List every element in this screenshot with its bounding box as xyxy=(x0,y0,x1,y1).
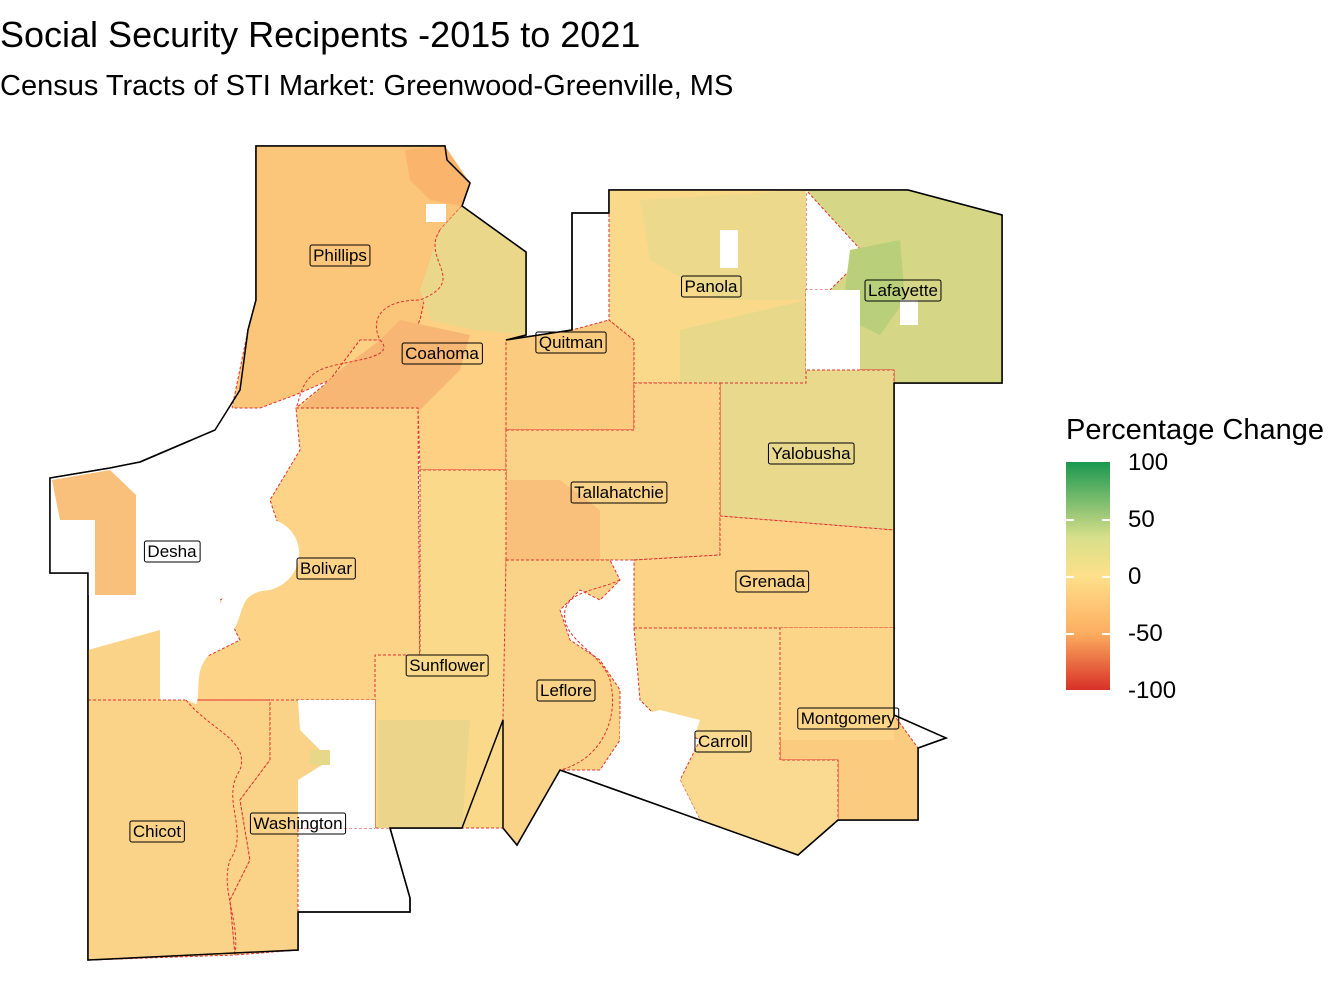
county-label-box xyxy=(249,812,347,835)
county-label-lafayette: Lafayette xyxy=(864,279,942,302)
river-mississippi xyxy=(175,397,299,705)
county-label-bolivar: Bolivar xyxy=(296,557,356,580)
legend-title: Percentage Change xyxy=(1066,414,1324,446)
legend-tick-100: 100 xyxy=(1128,449,1169,476)
county-label-box xyxy=(129,820,185,843)
county-label-box xyxy=(309,244,371,267)
legend-tick-n100: -100 xyxy=(1128,677,1177,704)
county-label-quitman: Quitman xyxy=(535,331,607,354)
county-label-montgomery: Montgomery xyxy=(797,707,900,730)
legend-tick-mark-n50 xyxy=(1066,633,1074,635)
county-label-coahoma: Coahoma xyxy=(401,342,483,365)
county-label-grenada: Grenada xyxy=(735,570,810,593)
county-label-box xyxy=(864,279,942,302)
county-label-box xyxy=(681,275,742,298)
county-label-text: Washington xyxy=(253,814,342,833)
county-label-panola: Panola xyxy=(681,275,742,298)
county-label-text: Montgomery xyxy=(801,709,896,728)
county-label-text: Leflore xyxy=(540,681,592,700)
county-label-box xyxy=(570,481,668,504)
county-label-phillips: Phillips xyxy=(309,244,371,267)
county-label-text: Panola xyxy=(685,277,738,296)
county-label-tallahatchie: Tallahatchie xyxy=(570,481,668,504)
county-label-text: Grenada xyxy=(739,572,806,591)
county-label-desha: Desha xyxy=(143,540,201,563)
county-label-text: Bolivar xyxy=(300,559,352,578)
county-label-text: Yalobusha xyxy=(771,444,851,463)
county-label-box xyxy=(405,654,489,677)
county-label-text: Sunflower xyxy=(409,656,485,675)
county-label-box xyxy=(143,540,201,563)
legend-tick-mark-n50r xyxy=(1102,633,1110,635)
county-label-text: Coahoma xyxy=(405,344,479,363)
county-label-text: Phillips xyxy=(313,246,367,265)
county-label-box xyxy=(797,707,900,730)
legend-tick-mark-100 xyxy=(1066,519,1074,521)
legend-tick-50: 50 xyxy=(1128,506,1155,533)
county-label-leflore: Leflore xyxy=(536,679,596,702)
county-label-text: Lafayette xyxy=(868,281,938,300)
county-label-box xyxy=(735,570,810,593)
county-label-box xyxy=(535,331,607,354)
county-label-box xyxy=(401,342,483,365)
county-label-sunflower: Sunflower xyxy=(405,654,489,677)
legend-tick-mark-100r xyxy=(1102,519,1110,521)
county-label-box xyxy=(694,730,752,753)
county-label-text: Tallahatchie xyxy=(574,483,664,502)
county-label-yalobusha: Yalobusha xyxy=(767,442,855,465)
county-labels: Phillips Coahoma Quitman Panola Lafayette Yal… xyxy=(129,244,942,843)
county-label-text: Desha xyxy=(147,542,197,561)
county-label-chicot: Chicot xyxy=(129,820,185,843)
county-label-box xyxy=(296,557,356,580)
legend-tick-n50: -50 xyxy=(1128,620,1163,647)
legend-tick-mark-0r xyxy=(1102,576,1110,578)
county-label-washington: Washington xyxy=(249,812,347,835)
map-subtitle: Census Tracts of STI Market: Greenwood-G… xyxy=(0,70,734,102)
legend-tick-0: 0 xyxy=(1128,563,1142,590)
county-label-text: Carroll xyxy=(698,732,748,751)
legend-tick-mark-0 xyxy=(1066,576,1074,578)
county-label-carroll: Carroll xyxy=(694,730,752,753)
county-label-box xyxy=(767,442,855,465)
map-title: Social Security Recipents -2015 to 2021 xyxy=(0,14,641,55)
county-label-text: Quitman xyxy=(539,333,603,352)
county-label-box xyxy=(536,679,596,702)
county-label-text: Chicot xyxy=(133,822,181,841)
